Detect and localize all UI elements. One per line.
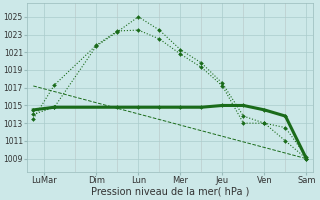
X-axis label: Pression niveau de la mer( hPa ): Pression niveau de la mer( hPa ) [91,187,249,197]
